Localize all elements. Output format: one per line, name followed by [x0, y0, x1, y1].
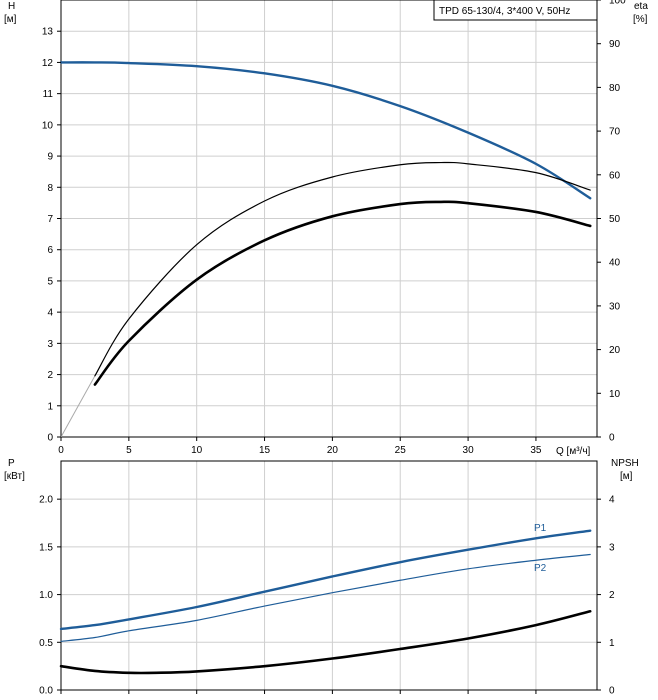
y-right-tick-label: 0 — [609, 433, 615, 444]
y-right-tick-label: 3 — [609, 542, 615, 553]
x-tick-label: 20 — [327, 445, 339, 456]
series-p1 — [59, 529, 592, 631]
head-efficiency-panel: 0123456789101112130102030405060708090100… — [4, 0, 648, 457]
x-tick-label: 35 — [530, 445, 542, 456]
bottom-grid — [61, 461, 597, 690]
bottom-plot-frame — [60, 460, 598, 691]
y-left-tick-label: 8 — [47, 183, 53, 194]
x-axis-label: Q [м³/ч] — [556, 446, 591, 457]
bottom-series — [59, 529, 592, 675]
y-left-tick-label: 13 — [42, 27, 54, 38]
y-left-tick-label: 2.0 — [39, 495, 53, 506]
series-line-0-1 — [60, 375, 96, 438]
y-right-tick-label: 40 — [609, 258, 621, 269]
power-axis-unit: [кВт] — [4, 471, 25, 482]
y-left-tick-label: 10 — [42, 120, 54, 131]
x-tick-label: 15 — [259, 445, 271, 456]
y-right-tick-label: 10 — [609, 389, 621, 400]
series-line-0-2 — [94, 161, 591, 377]
chart-title: TPD 65-130/4, 3*400 V, 50Hz — [439, 6, 570, 17]
y-left-unit: [м] — [4, 14, 17, 25]
npsh-axis-unit: [м] — [620, 471, 633, 482]
power-axis-label: P — [8, 458, 15, 469]
y-left-tick-label: 5 — [47, 276, 53, 287]
bottom-ticks: 0.0 0.5 1.0 1.5 2.0 0 1 2 3 4 — [39, 495, 615, 697]
y-right-tick-label: 2 — [609, 590, 615, 601]
x-tick-label: 0 — [58, 445, 64, 456]
y-right-tick-label: 0 — [609, 686, 615, 697]
y-right-tick-label: 70 — [609, 127, 621, 138]
y-right-tick-label: 50 — [609, 214, 621, 225]
title-box — [433, 0, 598, 21]
series-line-0-3 — [93, 200, 592, 386]
y-right-tick-label: 4 — [609, 495, 615, 506]
series-label-p2: P2 — [534, 563, 547, 574]
y-left-tick-label: 1.5 — [39, 542, 53, 553]
series-line-1-2 — [59, 609, 592, 675]
y-left-label: H — [8, 1, 15, 12]
x-tick-label: 30 — [463, 445, 475, 456]
series-line-0-0 — [59, 61, 592, 200]
y-left-tick-label: 0.5 — [39, 638, 53, 649]
top-series — [59, 61, 592, 438]
x-tick-label: 25 — [395, 445, 407, 456]
series-p2 — [60, 553, 591, 642]
y-right-tick-label: 90 — [609, 39, 621, 50]
x-tick-label: 5 — [126, 445, 132, 456]
y-left-tick-label: 3 — [47, 339, 53, 350]
y-right-tick-label: 20 — [609, 345, 621, 356]
x-tick-label: 10 — [191, 445, 203, 456]
y-right-label: eta — [634, 1, 648, 12]
power-npsh-panel: 0.0 0.5 1.0 1.5 2.0 0 1 2 3 4 P [кВт] NPSH [м] P1… — [4, 458, 639, 697]
y-right-unit: [%] — [633, 14, 648, 25]
y-left-tick-label: 2 — [47, 370, 53, 381]
npsh-axis-label: NPSH — [611, 458, 639, 469]
y-left-tick-label: 6 — [47, 245, 53, 256]
y-right-tick-label: 80 — [609, 83, 621, 94]
y-left-tick-label: 11 — [43, 89, 54, 100]
y-right-tick-label: 30 — [609, 301, 621, 312]
y-left-tick-label: 7 — [47, 214, 53, 225]
series-label-p1: P1 — [534, 523, 547, 534]
y-left-tick-label: 1 — [47, 401, 53, 412]
y-right-tick-label: 100 — [609, 0, 626, 7]
y-left-tick-label: 1.0 — [39, 590, 53, 601]
top-ticks: 0123456789101112130102030405060708090100… — [42, 0, 626, 456]
y-left-tick-label: 9 — [47, 152, 53, 163]
y-left-tick-label: 0.0 — [39, 686, 53, 697]
y-left-tick-label: 4 — [47, 308, 53, 319]
y-right-tick-label: 1 — [609, 638, 615, 649]
y-left-tick-label: 12 — [42, 58, 54, 69]
y-right-tick-label: 60 — [609, 170, 621, 181]
y-left-tick-label: 0 — [47, 433, 53, 444]
